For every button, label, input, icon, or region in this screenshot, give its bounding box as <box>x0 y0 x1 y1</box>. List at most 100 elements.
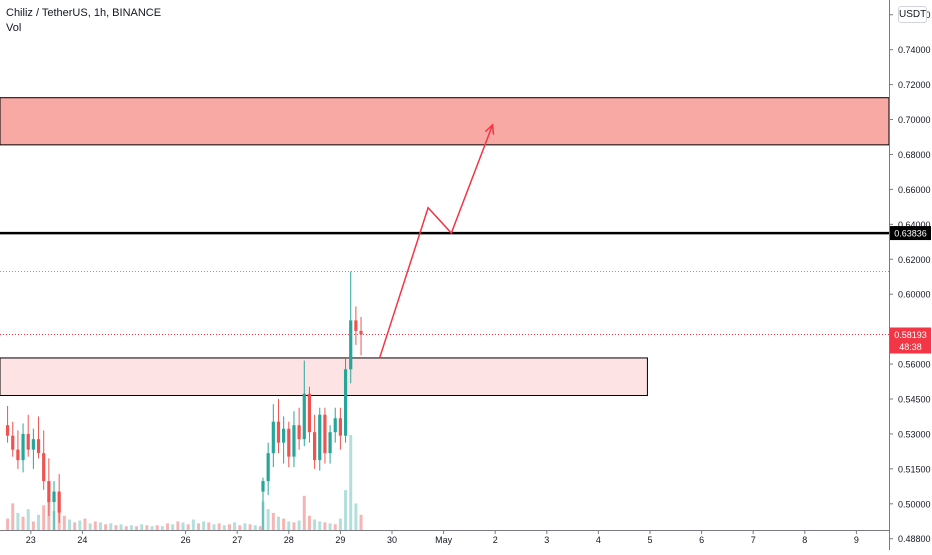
y-tick-label: 0.53000 <box>898 429 931 439</box>
candle-body <box>343 369 348 436</box>
volume-bar <box>297 520 301 530</box>
candle-body <box>5 425 10 436</box>
y-tick-label: 0.72000 <box>898 80 931 90</box>
x-tick-label: 27 <box>232 535 242 545</box>
candle-body <box>297 425 301 440</box>
volume-bar <box>307 515 311 530</box>
candle-body <box>318 414 322 461</box>
candle-body <box>359 330 363 335</box>
y-tick-label: 0.54500 <box>898 395 931 405</box>
x-tick-label: 4 <box>596 535 601 545</box>
volume-bar <box>333 524 337 530</box>
symbol-title: Chiliz / TetherUS, 1h, BINANCE <box>6 7 162 19</box>
volume-bar <box>109 523 113 530</box>
volume-bar <box>238 525 242 530</box>
volume-bar <box>233 522 237 530</box>
volume-bar <box>16 512 20 530</box>
volume-bar <box>349 435 353 530</box>
volume-bar <box>62 515 66 530</box>
volume-bar <box>26 509 30 530</box>
volume-bar <box>212 524 216 530</box>
last-price-label: 0.58193 <box>894 330 927 340</box>
volume-bar <box>6 518 10 530</box>
y-tick-label: 0.64000 <box>898 220 931 230</box>
volume-bar <box>114 525 118 530</box>
x-tick-label: 26 <box>181 535 191 545</box>
volume-bar <box>266 509 270 530</box>
volume-bar <box>83 518 87 530</box>
volume-bar <box>68 519 71 530</box>
resistance-zone <box>0 97 890 146</box>
volume-bar <box>181 522 185 530</box>
volume-label: Vol <box>6 22 22 34</box>
candle-body <box>31 439 35 450</box>
volume-bar <box>191 519 195 530</box>
x-tick-label: 8 <box>802 535 807 545</box>
projection-arrowhead <box>484 123 495 135</box>
volume-bar <box>344 490 348 530</box>
volume-bar <box>124 526 128 530</box>
volume-bar <box>292 522 296 530</box>
candle-body <box>42 453 46 482</box>
volume-bar <box>160 526 164 530</box>
volume-bar <box>318 521 322 530</box>
y-tick-label: 0.74000 <box>898 45 931 55</box>
candle-body <box>292 425 296 457</box>
volume-bar <box>323 522 327 530</box>
volume-bar <box>354 503 358 530</box>
volume-bar <box>155 525 159 530</box>
volume-bar <box>222 525 226 530</box>
volume-bars <box>6 435 363 530</box>
y-tick-label: 0.48800 <box>898 534 931 544</box>
candle-body <box>302 393 306 440</box>
volume-bar <box>217 523 221 530</box>
candle-body <box>349 320 353 370</box>
y-tick-label: 0.50000 <box>898 499 931 509</box>
volume-bar <box>282 518 286 530</box>
volume-bar <box>88 523 92 530</box>
volume-bar <box>287 521 291 530</box>
candle-body <box>307 393 312 433</box>
candle-body <box>313 432 317 461</box>
y-tick-label: 0.56000 <box>898 360 931 370</box>
x-tick-label: 24 <box>77 535 87 545</box>
volume-bar <box>328 523 332 530</box>
currency-badge[interactable]: USDT <box>898 6 927 23</box>
volume-bar <box>207 522 211 530</box>
volume-bar <box>145 525 149 530</box>
key-level-badge <box>890 226 931 241</box>
volume-bar <box>37 514 41 530</box>
projection-path <box>378 123 495 359</box>
y-tick-label: 0.68000 <box>898 150 931 160</box>
volume-bar <box>271 512 275 530</box>
volume-bar <box>253 525 257 530</box>
volume-bar <box>98 522 102 530</box>
candle-body <box>282 428 286 443</box>
y-tick-label: 0.66000 <box>898 185 931 195</box>
volume-bar <box>31 521 35 530</box>
y-tick-label: 0.51500 <box>898 464 931 474</box>
volume-bar <box>248 524 252 530</box>
zones <box>0 97 890 397</box>
volume-bar <box>104 524 108 530</box>
volume-bar <box>197 523 200 530</box>
candle-body <box>57 491 61 513</box>
x-tick-label: 3 <box>544 535 549 545</box>
candle-body <box>354 320 358 331</box>
volume-bar <box>302 495 306 530</box>
x-tick-label: May <box>435 535 453 545</box>
candle-body <box>338 418 342 436</box>
volume-bar <box>129 525 133 530</box>
volume-bar <box>171 524 175 530</box>
candle-body <box>36 439 41 454</box>
level-lines <box>0 231 889 335</box>
volume-bar <box>11 503 15 530</box>
x-tick-label: 23 <box>26 535 36 545</box>
x-tick-label: 29 <box>335 535 345 545</box>
candle-body <box>52 491 56 503</box>
x-tick-label: 2 <box>493 535 498 545</box>
support-zone <box>0 357 648 397</box>
